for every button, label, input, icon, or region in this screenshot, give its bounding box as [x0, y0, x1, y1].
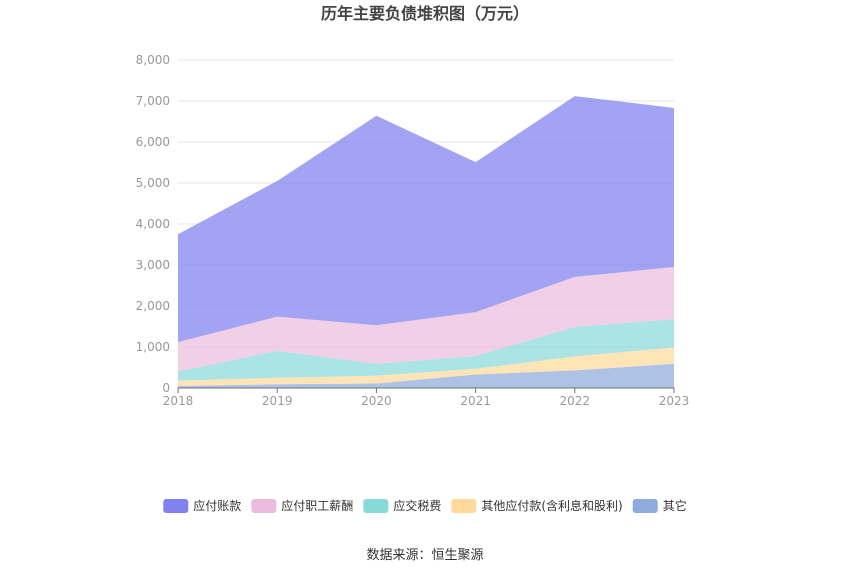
legend-item[interactable]: 应付账款 — [163, 498, 241, 513]
x-tick-label: 2021 — [460, 394, 491, 408]
legend-item[interactable]: 其它 — [632, 498, 687, 513]
x-tick-label: 2019 — [262, 394, 293, 408]
x-tick-label: 2022 — [560, 394, 591, 408]
area-其它 — [178, 363, 674, 388]
legend-item[interactable]: 应付职工薪酬 — [251, 498, 353, 513]
legend-swatch — [632, 499, 658, 513]
legend-swatch — [363, 499, 389, 513]
area-应交税费 — [178, 319, 674, 381]
area-其他应付款(含利息和股利) — [178, 347, 674, 386]
y-tick-label: 6,000 — [136, 135, 170, 149]
y-tick-label: 4,000 — [136, 217, 170, 231]
legend-label: 应交税费 — [393, 498, 441, 513]
legend-swatch — [251, 499, 277, 513]
legend: 应付账款 应付职工薪酬 应交税费 其他应付款(含利息和股利) 其它 — [163, 498, 687, 513]
legend-item[interactable]: 其他应付款(含利息和股利) — [451, 498, 623, 513]
legend-label: 应付账款 — [193, 498, 241, 513]
y-tick-label: 3,000 — [136, 258, 170, 272]
y-tick-label: 7,000 — [136, 94, 170, 108]
y-tick-label: 1,000 — [136, 340, 170, 354]
axes: 0 1,000 2,000 3,000 4,000 5,000 6,000 7,000 8,00… — [136, 53, 690, 408]
legend-label: 应付职工薪酬 — [281, 498, 353, 513]
area-series — [178, 96, 674, 388]
area-应付职工薪酬 — [178, 267, 674, 372]
x-tick-label: 2020 — [361, 394, 392, 408]
area-应付账款 — [178, 96, 674, 343]
y-tick-label: 5,000 — [136, 176, 170, 190]
legend-item[interactable]: 应交税费 — [363, 498, 441, 513]
legend-swatch — [163, 499, 189, 513]
x-tick-label: 2023 — [659, 394, 690, 408]
legend-label: 其它 — [663, 498, 687, 513]
x-tick-label: 2018 — [163, 394, 194, 408]
data-source-note: 数据来源：恒生聚源 — [366, 548, 483, 563]
y-tick-label: 8,000 — [136, 53, 170, 67]
y-tick-label: 2,000 — [136, 299, 170, 313]
chart-title: 历年主要负债堆积图（万元） — [321, 4, 529, 23]
y-tick-label: 0 — [162, 381, 170, 395]
legend-label: 其他应付款(含利息和股利) — [481, 498, 622, 513]
legend-swatch — [451, 499, 477, 513]
